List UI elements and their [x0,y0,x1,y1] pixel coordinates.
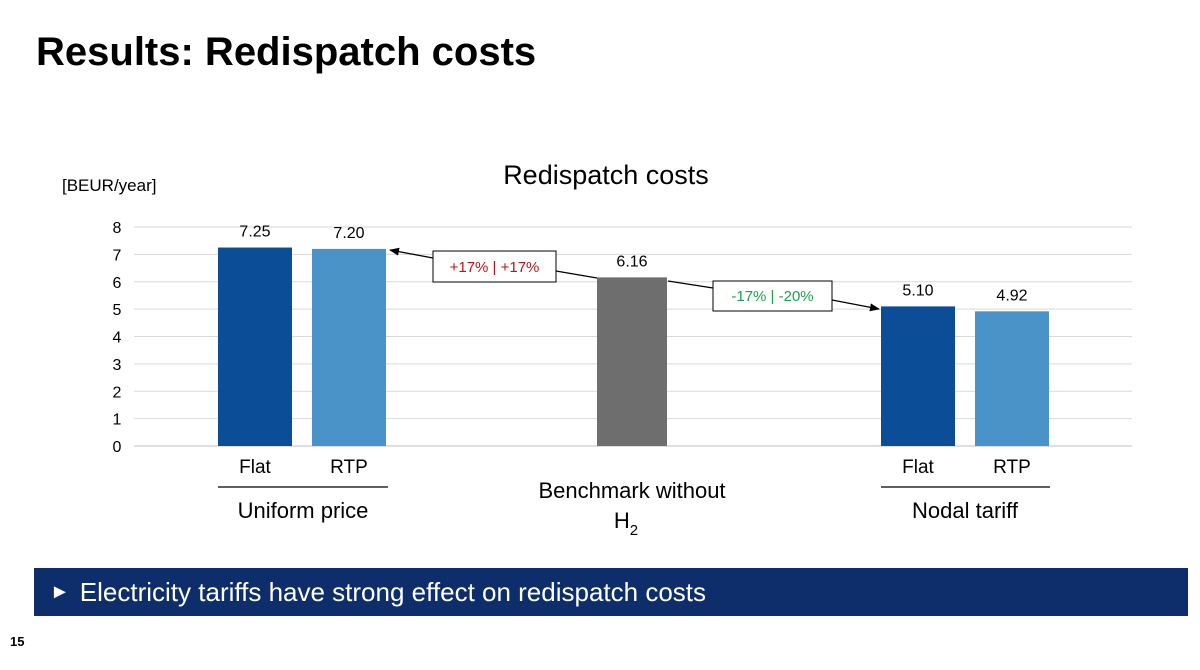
y-tick-label: 6 [113,275,122,292]
x-category-label: Flat [902,457,934,478]
increase-annotation-box [432,250,557,283]
page-number: 15 [10,634,25,649]
bar-uniform-price-flat [218,247,292,446]
triangle-right-icon: ► [50,581,70,603]
y-tick-label: 3 [113,357,122,374]
group-label-benchmark-line1: Benchmark without [538,478,725,503]
y-axis-unit-label: [BEUR/year] [62,176,156,195]
bar-value-label: 6.16 [616,253,647,270]
slide-title: Results: Redispatch costs [36,30,537,74]
bar-value-label: 4.92 [996,287,1027,304]
group-label-uniform-price: Uniform price [238,498,369,523]
x-category-label: Flat [239,457,271,478]
banner-text: Electricity tariffs have strong effect o… [79,577,707,607]
y-tick-label: 8 [113,220,122,237]
x-category-label: RTP [993,457,1031,478]
bar-nodal-tariff-flat [881,306,955,446]
decrease-annotation-box [712,280,833,312]
y-tick-label: 4 [113,330,122,347]
increase-annotation-text: +17% | +17% [450,259,540,276]
increase-arrow-tail [555,270,598,279]
y-tick-label: 2 [113,384,122,401]
bar-value-label: 7.25 [239,224,270,241]
key-takeaway-banner: ► Electricity tariffs have strong effect … [34,568,1188,616]
bar-nodal-tariff-rtp [975,311,1049,446]
y-tick-label: 1 [113,412,122,429]
decrease-arrow-tail [667,280,714,289]
y-tick-label: 5 [113,302,122,319]
bar-value-label: 7.20 [333,225,364,242]
y-tick-label: 7 [113,247,122,264]
group-label-nodal-tariff: Nodal tariff [912,498,1019,523]
decrease-annotation-text: -17% | -20% [731,288,813,305]
x-category-label: RTP [330,457,368,478]
bar-benchmark-without-h2 [597,277,667,446]
chart-title: Redispatch costs [503,160,709,190]
y-tick-label: 0 [113,439,122,456]
bar-uniform-price-rtp [312,248,386,446]
bar-value-label: 5.10 [902,282,933,299]
decrease-arrow [831,299,880,312]
increase-arrow [389,247,434,259]
group-label-benchmark-line2: H2 [614,508,638,539]
redispatch-costs-chart: Redispatch costs [BEUR/year] 0 1 2 3 4 5 6 7 8 7… [62,160,1132,539]
